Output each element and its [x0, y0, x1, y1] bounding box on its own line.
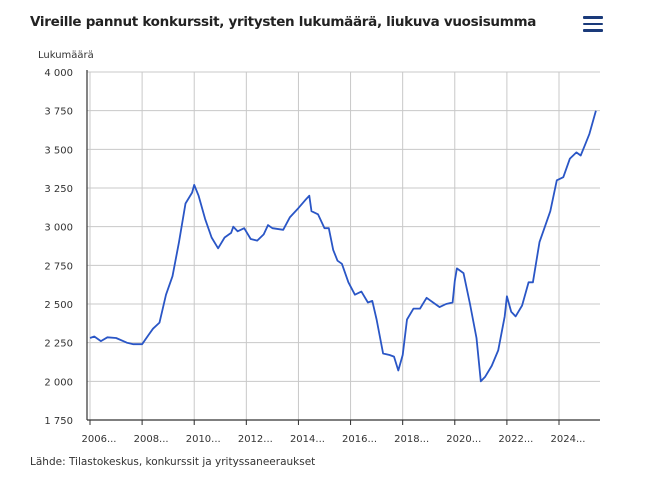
series-line [89, 110, 597, 383]
x-tick-label: 2024... [551, 434, 586, 445]
chart-title: Vireille pannut konkurssit, yritysten lu… [30, 14, 537, 30]
y-tick-label: 3 750 [44, 107, 73, 118]
x-tick-label: 2014... [290, 434, 325, 445]
x-tick-label: 2012... [238, 434, 273, 445]
x-tick-label: 2006... [82, 434, 117, 445]
x-tick-label: 2020... [446, 434, 481, 445]
x-tick-label: 2022... [498, 434, 533, 445]
x-tick-label: 2010... [186, 434, 221, 445]
y-tick-label: 2 000 [44, 377, 73, 388]
y-tick-label: 2 500 [44, 300, 73, 311]
y-axis-label: Lukumäärä [38, 50, 94, 61]
y-tick-label: 1 750 [44, 416, 73, 427]
x-tick-label: 2016... [342, 434, 377, 445]
hamburger-menu-icon[interactable] [583, 16, 603, 32]
source-note: Lähde: Tilastokeskus, konkurssit ja yrit… [30, 456, 316, 468]
x-tick-label: 2018... [394, 434, 429, 445]
y-tick-label: 3 000 [44, 223, 73, 234]
y-tick-label: 2 750 [44, 261, 73, 272]
y-tick-label: 3 250 [44, 184, 73, 195]
y-tick-label: 4 000 [44, 68, 73, 79]
x-tick-label: 2008... [134, 434, 169, 445]
y-tick-label: 2 250 [44, 339, 73, 350]
y-tick-label: 3 500 [44, 145, 73, 156]
